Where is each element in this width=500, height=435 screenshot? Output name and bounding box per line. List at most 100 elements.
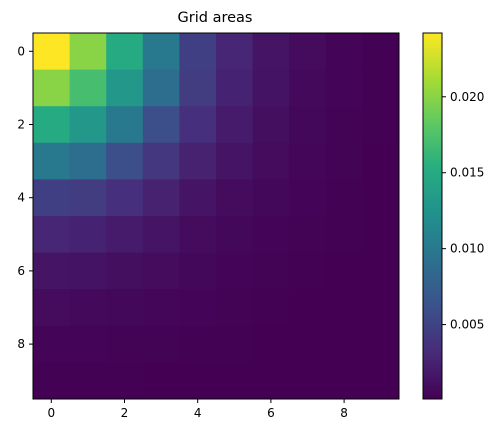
x-tick-label: 2 (121, 406, 129, 420)
heatmap-cell (325, 106, 363, 144)
y-axis: 0 2 4 6 8 (17, 44, 33, 351)
heatmap-cell (69, 325, 107, 363)
x-axis: 0 2 4 6 8 (47, 399, 348, 420)
heatmap-cell (142, 289, 180, 327)
heatmap-cell (33, 69, 70, 107)
heatmap-cell (106, 252, 144, 290)
heatmap-cell (289, 216, 327, 253)
heatmap-cell (179, 142, 217, 180)
heatmap-cell (325, 33, 363, 70)
heatmap-cell (33, 325, 70, 363)
plot-frame (32, 32, 400, 400)
heatmap-cell (106, 33, 144, 70)
heatmap-cells (33, 33, 400, 400)
heatmap-cell (289, 106, 327, 144)
heatmap-cell (179, 216, 217, 253)
x-tick-label: 8 (340, 406, 348, 420)
heatmap-cell (289, 362, 327, 400)
heatmap-cell (252, 179, 290, 217)
heatmap-cell (362, 106, 400, 144)
heatmap-cell (69, 216, 107, 253)
heatmap-cell (179, 69, 217, 107)
heatmap-cell (69, 69, 107, 107)
heatmap-cell (216, 289, 253, 327)
heatmap-cell (106, 142, 144, 180)
heatmap-cell (289, 252, 327, 290)
y-tick-label: 2 (17, 118, 25, 132)
heatmap-cell (252, 106, 290, 144)
heatmap-cell (69, 142, 107, 180)
heatmap-cell (362, 252, 400, 290)
heatmap-cell (325, 142, 363, 180)
heatmap-cell (69, 252, 107, 290)
heatmap-cell (325, 179, 363, 217)
heatmap-cell (362, 325, 400, 363)
heatmap-cell (325, 362, 363, 400)
heatmap-cell (142, 252, 180, 290)
heatmap-cell (69, 179, 107, 217)
colorbar-tick-label: 0.010 (450, 242, 484, 256)
colorbar-frame (422, 32, 443, 400)
heatmap-cell (252, 216, 290, 253)
heatmap-cell (106, 325, 144, 363)
heatmap-cell (179, 325, 217, 363)
heatmap-cell (289, 325, 327, 363)
x-tick-label: 4 (194, 406, 202, 420)
heatmap-cell (33, 142, 70, 180)
heatmap-cell (106, 179, 144, 217)
heatmap-cell (216, 252, 253, 290)
heatmap-cell (362, 69, 400, 107)
heatmap-cell (325, 216, 363, 253)
heatmap-cell (252, 252, 290, 290)
heatmap-cell (106, 362, 144, 400)
heatmap-cell (252, 325, 290, 363)
heatmap-cell (216, 325, 253, 363)
heatmap-cell (179, 362, 217, 400)
y-tick-label: 0 (17, 44, 25, 58)
heatmap-cell (106, 69, 144, 107)
x-tick-label: 0 (47, 406, 55, 420)
heatmap-cell (252, 69, 290, 107)
heatmap-cell (179, 106, 217, 144)
heatmap-cell (179, 252, 217, 290)
heatmap-cell (179, 179, 217, 217)
heatmap-cell (142, 216, 180, 253)
heatmap-cell (142, 179, 180, 217)
heatmap-cell (362, 142, 400, 180)
heatmap-cell (325, 69, 363, 107)
heatmap-cell (289, 289, 327, 327)
heatmap-cell (252, 33, 290, 70)
heatmap-cell (216, 69, 253, 107)
heatmap-cell (216, 33, 253, 70)
heatmap-cell (142, 69, 180, 107)
heatmap-cell (252, 362, 290, 400)
heatmap-cell (106, 106, 144, 144)
heatmap-cell (142, 362, 180, 400)
heatmap-cell (362, 216, 400, 253)
colorbar-tick-label: 0.020 (450, 90, 484, 104)
heatmap-cell (33, 289, 70, 327)
chart-title: Grid areas (178, 10, 253, 26)
heatmap-cell (33, 106, 70, 144)
colorbar (423, 33, 442, 399)
heatmap-cell (216, 216, 253, 253)
heatmap-cell (252, 142, 290, 180)
heatmap-cell (289, 179, 327, 217)
heatmap-cell (33, 216, 70, 253)
heatmap-cell (33, 252, 70, 290)
heatmap-cell (216, 142, 253, 180)
heatmap-cell (325, 289, 363, 327)
heatmap-cell (362, 289, 400, 327)
heatmap-cell (33, 362, 70, 400)
heatmap-cell (362, 362, 400, 400)
heatmap-cell (179, 289, 217, 327)
heatmap-cell (142, 325, 180, 363)
heatmap-cell (142, 142, 180, 180)
colorbar-tick-label: 0.015 (450, 166, 484, 180)
heatmap-cell (362, 179, 400, 217)
heatmap-cell (216, 362, 253, 400)
heatmap-cell (216, 106, 253, 144)
heatmap-cell (142, 106, 180, 144)
heatmap-cell (325, 252, 363, 290)
